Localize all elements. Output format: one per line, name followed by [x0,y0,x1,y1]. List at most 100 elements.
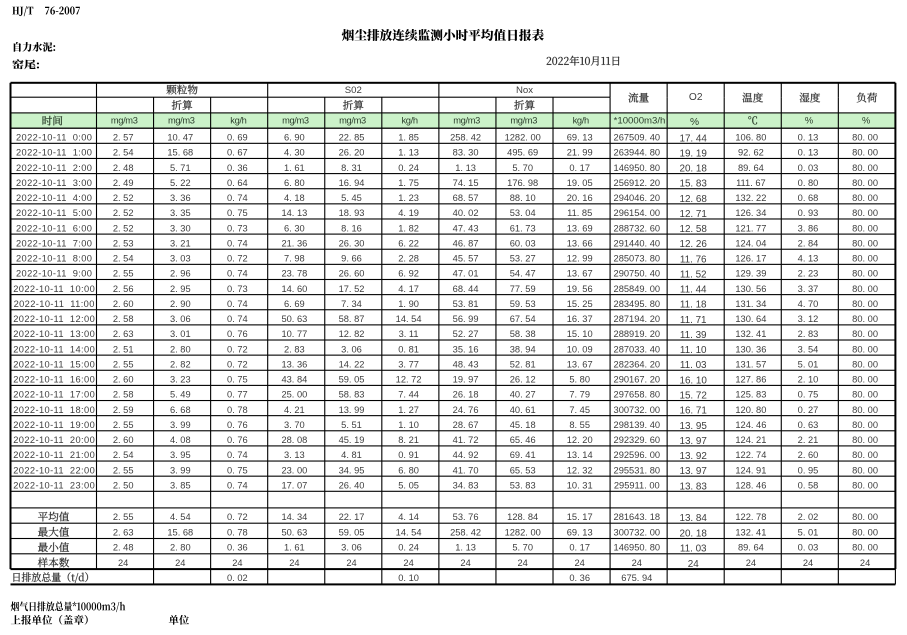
svg-text:0. 58: 0. 58 [798,481,819,491]
svg-text:5. 05: 5. 05 [398,481,419,491]
svg-text:8. 16: 8. 16 [341,223,362,233]
svg-text:2. 55: 2. 55 [113,420,134,430]
svg-text:2. 84: 2. 84 [798,238,819,248]
svg-text:18. 93: 18. 93 [339,208,365,218]
svg-text:7. 98: 7. 98 [284,254,305,264]
svg-text:2. 51: 2. 51 [113,344,134,354]
svg-text:300732. 00: 300732. 00 [614,405,661,415]
svg-text:11. 71: 11. 71 [680,315,707,326]
svg-text:2022-10-11 1:00: 2022-10-11 1:00 [16,148,92,158]
svg-text:15. 17: 15. 17 [567,512,593,522]
svg-text:0. 03: 0. 03 [798,543,819,553]
svg-text:53. 76: 53. 76 [453,512,479,522]
svg-text:11. 03: 11. 03 [680,360,707,371]
svg-text:1. 27: 1. 27 [398,405,419,415]
svg-text:1. 61: 1. 61 [284,543,305,553]
svg-text:131. 34: 131. 34 [735,299,766,309]
svg-text:14. 54: 14. 54 [396,314,422,324]
svg-text:2022-10-11 21:00: 2022-10-11 21:00 [13,450,95,460]
svg-text:2022-10-11 5:00: 2022-10-11 5:00 [16,208,92,218]
svg-text:2. 58: 2. 58 [113,390,134,400]
svg-text:%: % [690,117,699,128]
svg-text:12. 72: 12. 72 [396,375,422,385]
svg-text:60. 03: 60. 03 [510,238,536,248]
svg-text:80. 00: 80. 00 [852,133,878,143]
svg-text:80. 00: 80. 00 [852,481,878,491]
svg-text:0. 95: 0. 95 [798,465,819,475]
svg-text:61. 73: 61. 73 [510,223,536,233]
svg-text:47. 43: 47. 43 [453,223,479,233]
svg-text:6. 69: 6. 69 [284,299,305,309]
svg-text:16. 71: 16. 71 [679,406,707,417]
svg-text:24: 24 [460,558,470,568]
svg-text:2. 54: 2. 54 [113,148,134,158]
svg-text:2. 83: 2. 83 [798,329,819,339]
svg-text:24: 24 [688,559,699,570]
svg-text:0. 74: 0. 74 [227,314,248,324]
svg-text:3. 30: 3. 30 [170,223,191,233]
svg-text:5. 01: 5. 01 [798,527,819,537]
svg-text:45. 57: 45. 57 [453,254,479,264]
svg-text:0. 69: 0. 69 [227,133,248,143]
svg-text:2. 54: 2. 54 [113,450,134,460]
svg-text:2. 54: 2. 54 [113,254,134,264]
svg-text:12. 71: 12. 71 [679,209,707,220]
svg-text:14. 13: 14. 13 [281,208,307,218]
svg-text:146950. 80: 146950. 80 [614,543,661,553]
svg-text:2022-10-11 17:00: 2022-10-11 17:00 [13,390,95,400]
svg-text:0. 13: 0. 13 [798,148,819,158]
svg-text:53. 04: 53. 04 [510,208,536,218]
svg-text:52. 27: 52. 27 [453,329,479,339]
svg-text:4. 13: 4. 13 [798,254,819,264]
svg-text:146950. 80: 146950. 80 [614,163,661,173]
svg-text:126. 17: 126. 17 [735,254,766,264]
svg-text:80. 00: 80. 00 [852,543,878,553]
svg-text:0. 76: 0. 76 [227,435,248,445]
svg-text:92. 62: 92. 62 [738,148,764,158]
svg-text:13. 67: 13. 67 [567,269,593,279]
svg-text:80. 00: 80. 00 [852,512,878,522]
svg-text:15. 72: 15. 72 [679,391,706,402]
svg-text:13. 36: 13. 36 [281,359,307,369]
svg-text:59. 53: 59. 53 [510,299,536,309]
svg-text:2. 56: 2. 56 [113,284,134,294]
svg-text:0. 27: 0. 27 [798,405,819,415]
svg-text:6. 90: 6. 90 [284,133,305,143]
svg-text:80. 00: 80. 00 [852,284,878,294]
svg-text:24: 24 [746,558,756,568]
svg-text:15. 68: 15. 68 [167,527,193,537]
svg-text:0. 36: 0. 36 [227,163,248,173]
svg-text:0. 75: 0. 75 [798,390,819,400]
svg-text:6. 80: 6. 80 [398,465,419,475]
svg-text:2022-10-11 2:00: 2022-10-11 2:00 [16,163,92,173]
svg-text:2. 21: 2. 21 [798,435,819,445]
svg-text:45. 18: 45. 18 [510,420,536,430]
svg-text:11. 18: 11. 18 [680,300,707,311]
svg-text:11. 10: 11. 10 [680,345,707,356]
svg-text:80. 00: 80. 00 [852,420,878,430]
svg-text:21. 99: 21. 99 [567,148,593,158]
svg-text:Nox: Nox [516,85,533,96]
svg-text:0. 73: 0. 73 [227,284,248,294]
svg-text:mg/m3: mg/m3 [282,115,309,125]
svg-text:80. 00: 80. 00 [852,344,878,354]
svg-text:298139. 40: 298139. 40 [614,420,661,430]
svg-text:24: 24 [289,558,299,568]
svg-text:26. 40: 26. 40 [339,481,365,491]
svg-text:2022-10-11 4:00: 2022-10-11 4:00 [16,193,92,203]
svg-text:1. 82: 1. 82 [398,223,419,233]
svg-text:26. 18: 26. 18 [453,390,479,400]
svg-text:80. 00: 80. 00 [852,375,878,385]
svg-text:53. 81: 53. 81 [453,299,479,309]
svg-text:kg/h: kg/h [230,115,246,125]
svg-text:24: 24 [232,558,242,568]
svg-text:0. 77: 0. 77 [227,390,248,400]
svg-text:2. 60: 2. 60 [798,450,819,460]
svg-text:2. 60: 2. 60 [113,299,134,309]
svg-text:8. 55: 8. 55 [569,420,590,430]
svg-text:125. 83: 125. 83 [735,390,766,400]
svg-text:124. 46: 124. 46 [735,420,766,430]
svg-text:58. 83: 58. 83 [339,390,365,400]
svg-text:41. 70: 41. 70 [453,465,479,475]
svg-text:80. 00: 80. 00 [852,435,878,445]
